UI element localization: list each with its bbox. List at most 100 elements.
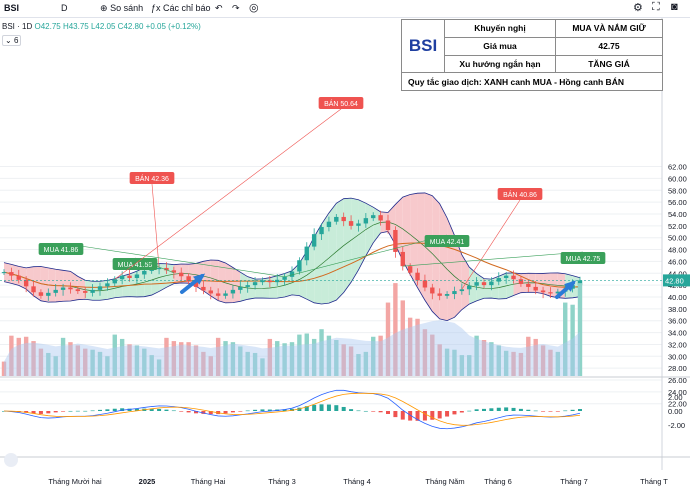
macd-histogram-bar (459, 411, 464, 413)
candle-body (341, 216, 346, 222)
macd-histogram-bar (408, 411, 413, 421)
price-tick-label: 54.00 (668, 210, 687, 219)
macd-histogram-bar (304, 406, 309, 411)
series-legend: BSI · 1D O42.75 H43.75 L42.05 C42.80 +0.… (2, 22, 201, 31)
candle-body (378, 215, 383, 221)
macd-histogram-bar (533, 410, 538, 412)
bollinger-lower-line (3, 231, 581, 322)
signal-pointer (151, 183, 160, 268)
bollinger-band-segment (439, 203, 448, 321)
buy-price-value: 42.75 (555, 36, 663, 56)
macd-histogram-bar (319, 404, 324, 411)
short-trend-value: TĂNG GIÁ (555, 54, 663, 74)
macd-histogram-bar (98, 409, 102, 411)
bollinger-band-segment (506, 272, 514, 299)
indicators-button[interactable]: ƒx Các chỉ báo (151, 3, 211, 13)
redo-icon[interactable]: ↷ (232, 3, 240, 13)
volume-bar (363, 351, 369, 376)
indicators-label: Các chỉ báo (163, 3, 211, 13)
macd-histogram-bar (31, 411, 36, 414)
compare-button[interactable]: ⊕ So sánh (100, 3, 143, 14)
recommendation-table: BSI Khuyến nghị MUA VÀ NẮM GIỮ Giá mua 4… (401, 18, 663, 91)
candle-body (363, 218, 369, 224)
bollinger-band-segment (410, 193, 418, 288)
volume-bar (289, 342, 295, 376)
volume-bar (105, 356, 110, 376)
candle-body (112, 279, 117, 284)
macd-tick-label: 2.00 (668, 393, 683, 402)
macd-histogram-bar (496, 407, 501, 411)
bollinger-band-segment (328, 203, 337, 304)
volume-bar (489, 342, 494, 376)
plus-circle-icon: ⊕ (100, 3, 108, 13)
bollinger-band-segment (321, 212, 329, 304)
volume-bar (134, 345, 140, 376)
tradingview-logo-icon (4, 453, 18, 467)
symbol-search[interactable]: BSI (4, 3, 20, 13)
compare-mode-icon[interactable]: ◎ (249, 2, 259, 14)
macd-histogram-bar (489, 408, 494, 411)
fullscreen-icon[interactable]: ⛶ (652, 1, 660, 13)
macd-histogram-bar (541, 411, 546, 412)
time-tick-label: Tháng 7 (560, 477, 588, 486)
volume-bar (393, 283, 398, 376)
volume-bar (334, 340, 339, 376)
legend-symbol: BSI (2, 22, 15, 31)
candle-body (201, 286, 206, 291)
bollinger-band-segment (151, 263, 160, 296)
macd-histogram-bar (90, 410, 95, 412)
candle-body (311, 234, 317, 247)
price-tick-label: 34.00 (668, 329, 687, 338)
indicator-count: 6 (13, 36, 19, 45)
candle-body (1, 272, 7, 274)
volume-bar (223, 341, 228, 376)
indicator-count-toggle[interactable]: ⌄ 6 (2, 35, 22, 46)
volume-bar (548, 349, 553, 376)
price-tick-label: 52.00 (668, 222, 687, 231)
volume-bar (252, 352, 258, 376)
candle-body (142, 270, 147, 275)
volume-bar (119, 338, 125, 376)
volume-bar (238, 346, 243, 376)
price-tick-label: 28.00 (668, 364, 687, 373)
undo-icon[interactable]: ↶ (215, 3, 223, 13)
gear-icon[interactable]: ⚙ (633, 2, 643, 14)
volume-bar (407, 317, 413, 376)
time-tick-label: Tháng 3 (268, 477, 296, 486)
volume-bar (149, 355, 154, 376)
volume-bar (23, 336, 29, 376)
volume-bar (46, 352, 51, 376)
volume-bar (378, 335, 383, 376)
volume-bar (496, 345, 501, 376)
camera-icon[interactable]: ◙ (671, 1, 678, 13)
signal-label-box (560, 252, 606, 264)
candle-body (23, 279, 29, 287)
macd-histogram-bar (452, 411, 457, 415)
macd-histogram-bar (230, 411, 235, 413)
macd-histogram-bar (386, 411, 390, 414)
candle-body (97, 286, 103, 290)
volume-bar (179, 342, 184, 376)
bollinger-band-segment (365, 203, 374, 256)
price-tick-label: 48.00 (668, 246, 687, 255)
volume-bar (230, 342, 236, 376)
volume-bar (245, 351, 250, 376)
macd-histogram-bar (68, 410, 73, 412)
signal-pointer (461, 199, 521, 290)
price-tick-label: 32.00 (668, 340, 687, 349)
volume-bar (304, 333, 309, 376)
macd-histogram-bar (24, 411, 29, 413)
interval-button[interactable]: D (61, 3, 68, 13)
candle-body (481, 282, 487, 286)
volume-bar (83, 348, 88, 376)
arrow-head-icon (193, 273, 206, 285)
bollinger-band-segment (77, 276, 86, 300)
candle-body (9, 272, 14, 276)
candle-body (215, 293, 221, 296)
volume-bar (481, 340, 487, 376)
volume-bar (511, 351, 516, 376)
macd-histogram-bar (120, 408, 125, 411)
candle-body (422, 280, 428, 288)
volume-bar (356, 354, 361, 376)
